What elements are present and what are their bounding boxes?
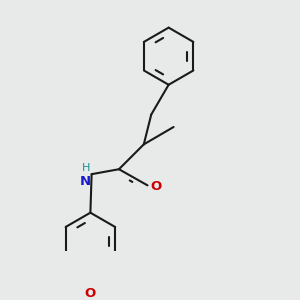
- Text: O: O: [85, 287, 96, 300]
- Text: O: O: [151, 180, 162, 193]
- Text: H: H: [82, 163, 90, 173]
- Text: N: N: [79, 176, 90, 188]
